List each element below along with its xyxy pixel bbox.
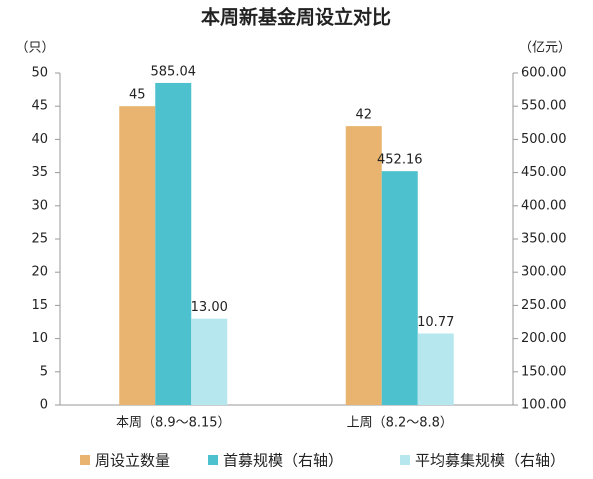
legend-swatch — [400, 455, 410, 465]
data-label: 13.00 — [191, 300, 228, 315]
data-label: 452.16 — [377, 153, 423, 168]
bar — [417, 333, 454, 405]
y-tick-label: 30 — [31, 198, 48, 213]
y-tick-label: 50 — [31, 66, 48, 81]
y-tick-label: 5 — [40, 364, 48, 379]
y-tick-label: 45 — [31, 99, 48, 114]
bar — [191, 318, 228, 405]
y2-tick-label: 350.00 — [521, 232, 567, 247]
chart-title: 本周新基金周设立对比 — [201, 6, 391, 29]
y-tick-label: 20 — [31, 265, 48, 280]
data-label: 10.77 — [417, 315, 454, 330]
y2-tick-label: 400.00 — [521, 198, 567, 213]
data-label: 585.04 — [151, 64, 197, 79]
data-label: 42 — [355, 108, 372, 123]
data-label: 45 — [129, 88, 146, 103]
y2-tick-label: 150.00 — [521, 364, 567, 379]
y2-tick-label: 100.00 — [521, 398, 567, 413]
y-tick-label: 40 — [31, 132, 48, 147]
y2-tick-label: 250.00 — [521, 298, 567, 313]
y2-tick-label: 450.00 — [521, 165, 567, 180]
legend-label: 周设立数量 — [95, 452, 170, 470]
y2-tick-label: 300.00 — [521, 265, 567, 280]
legend-swatch — [80, 455, 90, 465]
bar — [119, 106, 156, 405]
bar — [155, 82, 192, 405]
legend-label: 首募规模（右轴） — [223, 452, 343, 470]
y2-axis-label: （亿元） — [519, 41, 571, 56]
y-tick-label: 35 — [31, 165, 48, 180]
y-tick-label: 10 — [31, 331, 48, 346]
y2-tick-label: 550.00 — [521, 99, 567, 114]
x-tick-label: 上周（8.2～8.8） — [347, 416, 453, 431]
x-tick-label: 本周（8.9～8.15） — [116, 416, 231, 431]
y-tick-label: 15 — [31, 298, 48, 313]
bar — [381, 171, 418, 405]
y-tick-label: 0 — [40, 398, 48, 413]
y-axis-label: （只） — [15, 41, 54, 56]
y-tick-label: 25 — [31, 232, 48, 247]
legend-label: 平均募集规模（右轴） — [415, 452, 565, 470]
y2-tick-label: 200.00 — [521, 331, 567, 346]
legend-swatch — [208, 455, 218, 465]
y2-tick-label: 600.00 — [521, 66, 567, 81]
bar — [345, 126, 382, 406]
y2-tick-label: 500.00 — [521, 132, 567, 147]
